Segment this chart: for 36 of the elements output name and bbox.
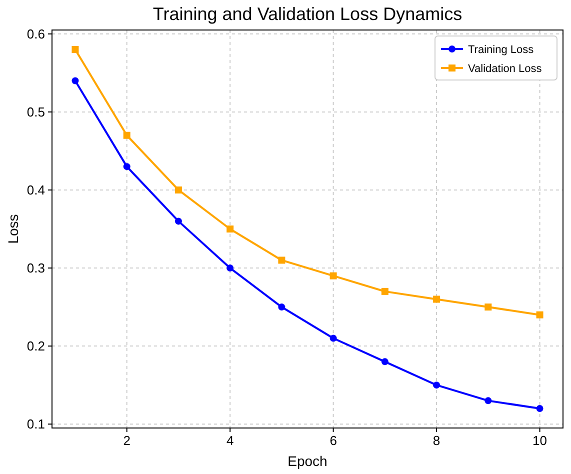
point [381, 288, 388, 295]
x-tick-label: 8 [432, 433, 440, 448]
point [330, 334, 337, 342]
x-axis-title: Epoch [288, 453, 328, 469]
point [123, 163, 130, 170]
point [330, 272, 337, 280]
y-axis-title: Loss [5, 214, 21, 244]
y-tick-label: 0.6 [26, 26, 45, 42]
point [226, 264, 234, 272]
point [72, 77, 79, 84]
point [174, 218, 182, 225]
point [226, 226, 234, 232]
point [433, 296, 440, 303]
point [381, 358, 388, 366]
point [484, 304, 492, 311]
point [536, 311, 544, 318]
point [72, 46, 79, 54]
x-tick-label: 10 [532, 433, 548, 448]
x-tick-label: 6 [330, 433, 337, 448]
y-tick-label: 0.3 [26, 260, 45, 276]
y-tick-label: 0.1 [26, 416, 45, 432]
point [484, 397, 492, 404]
chart-title: Training and Validation Loss Dynamics [152, 4, 462, 24]
point [123, 132, 130, 139]
x-tick-label: 4 [226, 433, 234, 448]
legend-label: Training Loss [468, 44, 534, 56]
point [278, 256, 286, 264]
y-tick-label: 0.5 [26, 104, 45, 120]
point [174, 186, 182, 194]
point [433, 382, 440, 389]
point [536, 404, 544, 412]
legend-label: Validation Loss [468, 63, 542, 75]
y-tick-label: 0.4 [26, 182, 45, 198]
point [278, 304, 286, 311]
x-tick-label: 2 [123, 433, 130, 448]
y-tick-label: 0.2 [26, 338, 45, 354]
